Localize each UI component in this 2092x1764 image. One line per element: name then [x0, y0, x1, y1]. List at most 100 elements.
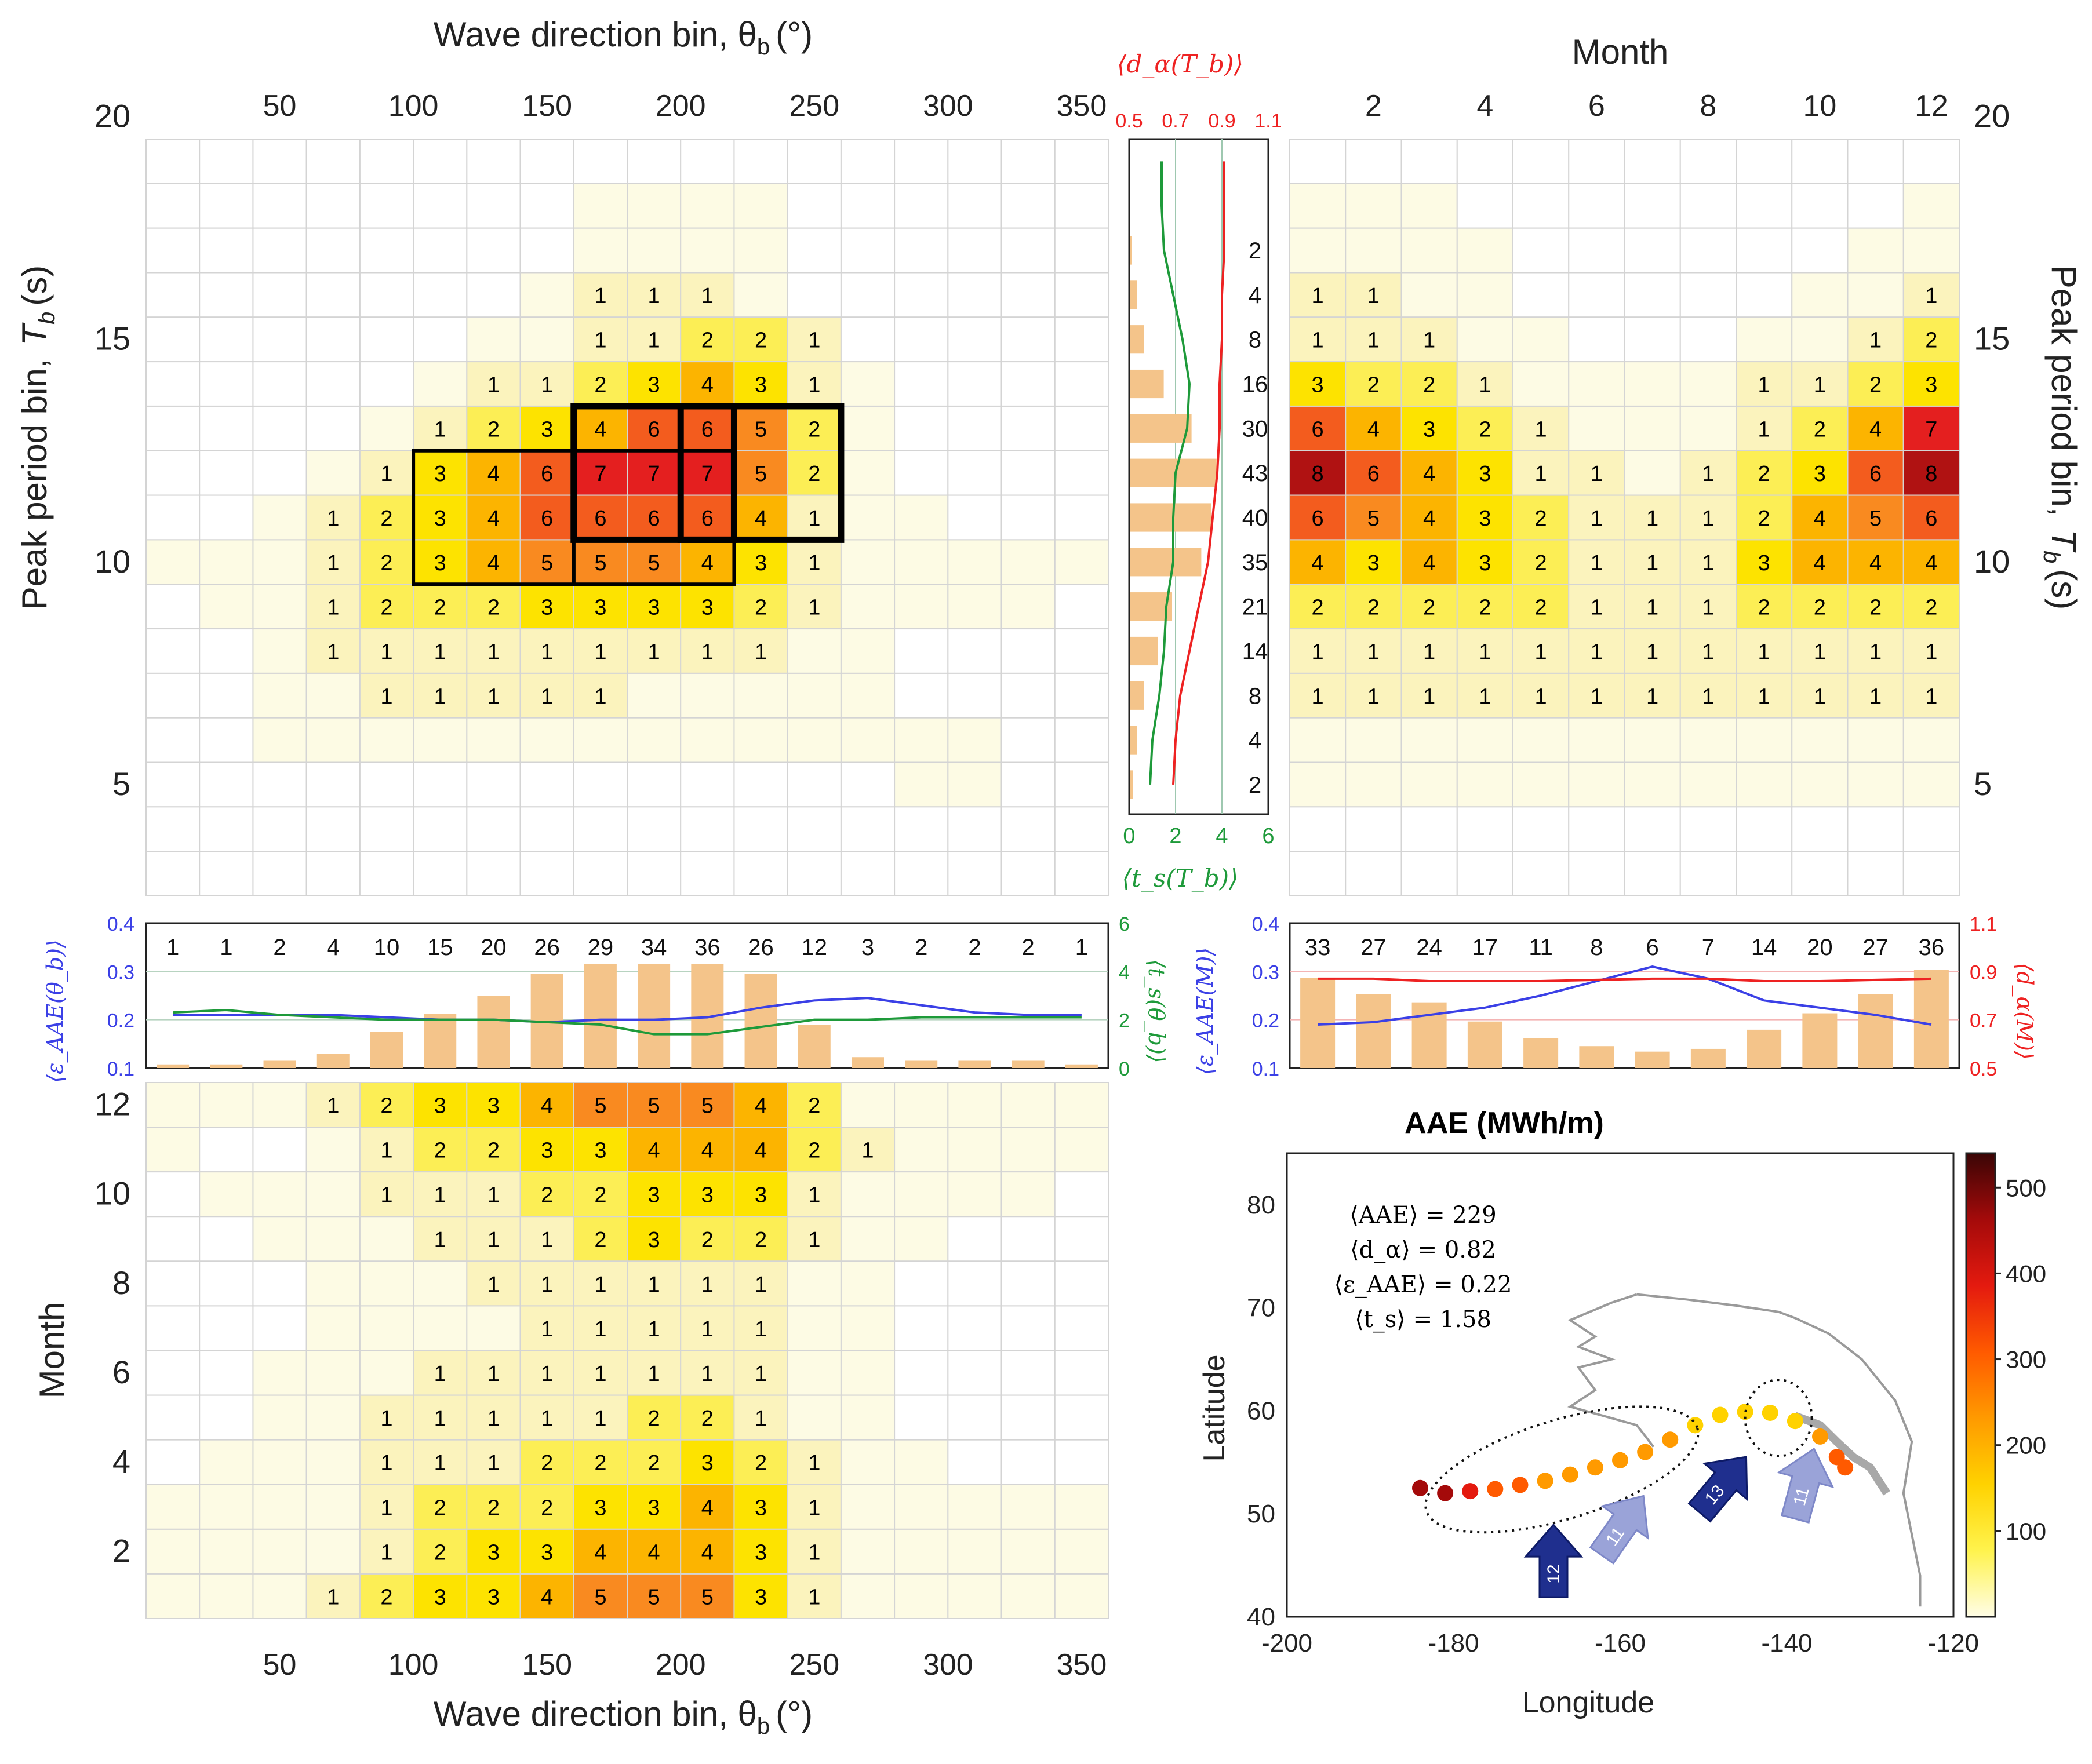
hm2-cell-value: 2: [1423, 373, 1435, 398]
midl-count-label: 15: [427, 935, 453, 960]
hm3-cell: [1054, 1305, 1109, 1351]
hm3-cell-value: 1: [380, 1406, 392, 1431]
bottom-left-xlabel: Wave direction bin, θb (°): [434, 1694, 813, 1739]
hm2-top-tick: 4: [1476, 89, 1493, 123]
hm3-cell: [733, 1484, 788, 1530]
hm3-cell-value: 2: [434, 1496, 446, 1520]
hm1-cell: [733, 272, 788, 318]
hm3-cell-value: 1: [648, 1273, 660, 1297]
map-land-outline: [1636, 1293, 1922, 1607]
hm3-cell-value: 3: [648, 1183, 660, 1208]
hm1-cell-value: 3: [648, 373, 660, 398]
hm3-cell-value: 5: [648, 1585, 660, 1609]
midr-count-label: 27: [1862, 935, 1889, 960]
hm3-cell: [627, 1394, 682, 1441]
midr-bar: [1579, 1046, 1614, 1068]
hm2-cell: [1512, 717, 1570, 763]
hm3-cell: [894, 1573, 949, 1620]
hm1-cell: [252, 761, 307, 808]
hm3-cell: [787, 1171, 842, 1218]
hm1-cell: [627, 361, 682, 407]
hm2-cell: [1791, 539, 1849, 585]
hm1-cell: [787, 717, 842, 763]
hm2-cell: [1512, 316, 1570, 363]
hm3-cell: [199, 1528, 254, 1575]
hm3-cell: [894, 1216, 949, 1262]
hm3-x-tick: 50: [263, 1648, 297, 1682]
mid-left-right-label: ⟨t_s(θ_b)⟩: [1143, 959, 1169, 1063]
hm1-cell: [733, 450, 788, 496]
colorbar-tick-label: 300: [2006, 1346, 2046, 1373]
hm1-cell-value: 1: [594, 684, 606, 709]
hm3-cell: [413, 1260, 468, 1307]
hm1-cell-value: 1: [808, 506, 820, 531]
midr-count-label: 17: [1472, 935, 1498, 960]
hm1-top-tick: 200: [656, 89, 706, 123]
hm2-cell: [1847, 628, 1904, 674]
aae-map-panel: -200 -180 -160 -140 -120 40 50 60 70 80 12 11 13 11 10…: [1247, 1152, 2046, 1657]
midl-ts-line: [173, 1008, 1082, 1036]
hm1-cell: [1000, 139, 1056, 184]
hm2-cell-value: 1: [1312, 684, 1324, 709]
hm3-cell: [145, 1528, 201, 1575]
hm2-cell-value: 1: [1312, 284, 1324, 308]
hm1-cell-value: 2: [755, 329, 767, 353]
top-left-ylabel-unit: (s): [15, 265, 54, 306]
hm1-cell: [733, 851, 788, 897]
hm3-cell: [787, 1573, 842, 1620]
hm2-cell: [1679, 183, 1737, 229]
hm2-cell: [1902, 272, 1960, 318]
hm1-cell-value: 1: [808, 596, 820, 620]
hm2-cell: [1624, 672, 1681, 719]
hm3-cell-value: 1: [541, 1406, 553, 1431]
hm1-cell: [840, 316, 896, 363]
hm2-cell: [1791, 628, 1849, 674]
hm1-cell: [145, 539, 201, 585]
hm2-cell: [1736, 539, 1793, 585]
hm3-cell: [199, 1082, 254, 1128]
hm2-cell-value: 1: [1479, 684, 1491, 709]
side-count-label: 8: [1249, 327, 1261, 353]
hm2-cell: [1345, 851, 1402, 897]
hm2-cell-value: 1: [1367, 329, 1380, 353]
midr-bar: [1858, 994, 1893, 1068]
hm1-cell-value: 6: [541, 462, 553, 486]
hm3-cell: [894, 1439, 949, 1485]
hm2-cell: [1902, 851, 1960, 897]
map-y-tick: 50: [1247, 1500, 1275, 1528]
hm1-cell-value: 4: [594, 417, 606, 442]
hm2-cell-value: 2: [1312, 596, 1324, 620]
midl-bar: [1012, 1060, 1045, 1068]
hm2-cell: [1736, 761, 1793, 808]
hm1-cell: [359, 316, 414, 363]
midl-count-label: 1: [166, 935, 179, 960]
hm1-cell: [466, 494, 521, 541]
hm2-cell: [1847, 672, 1904, 719]
midr-bar: [1467, 1021, 1502, 1068]
hm1-cell: [1054, 806, 1109, 852]
midl-left-tick: 0.1: [107, 1058, 134, 1080]
hm2-cell-value: 1: [1758, 373, 1770, 398]
hm1-cell: [519, 139, 574, 184]
hm1-cell-value: 2: [380, 596, 392, 620]
hm1-cell: [947, 494, 1002, 541]
bottom-left-xlabel-sub: b: [757, 1714, 770, 1739]
hm2-cell-value: 4: [1423, 551, 1435, 575]
hm1-cell: [1054, 851, 1109, 897]
hm3-cell-value: 1: [380, 1451, 392, 1475]
hm3-cell-value: 1: [487, 1183, 500, 1208]
hm3-cell: [573, 1573, 628, 1620]
hm2-cell: [1624, 316, 1681, 363]
map-x-tick: -160: [1595, 1629, 1646, 1657]
hm2-cell: [1456, 539, 1513, 585]
side-count-label: 35: [1242, 550, 1268, 575]
hm1-cell: [947, 539, 1002, 585]
hm1-cell: [359, 405, 414, 451]
hm1-top-tick: 100: [388, 89, 439, 123]
hm1-cell-value: 5: [755, 417, 767, 442]
hm2-cell: [1847, 494, 1904, 541]
hm1-cell: [894, 183, 949, 229]
hm1-cell: [413, 672, 468, 719]
hm1-cell-value: 6: [594, 506, 606, 531]
hm1-cell: [252, 272, 307, 318]
